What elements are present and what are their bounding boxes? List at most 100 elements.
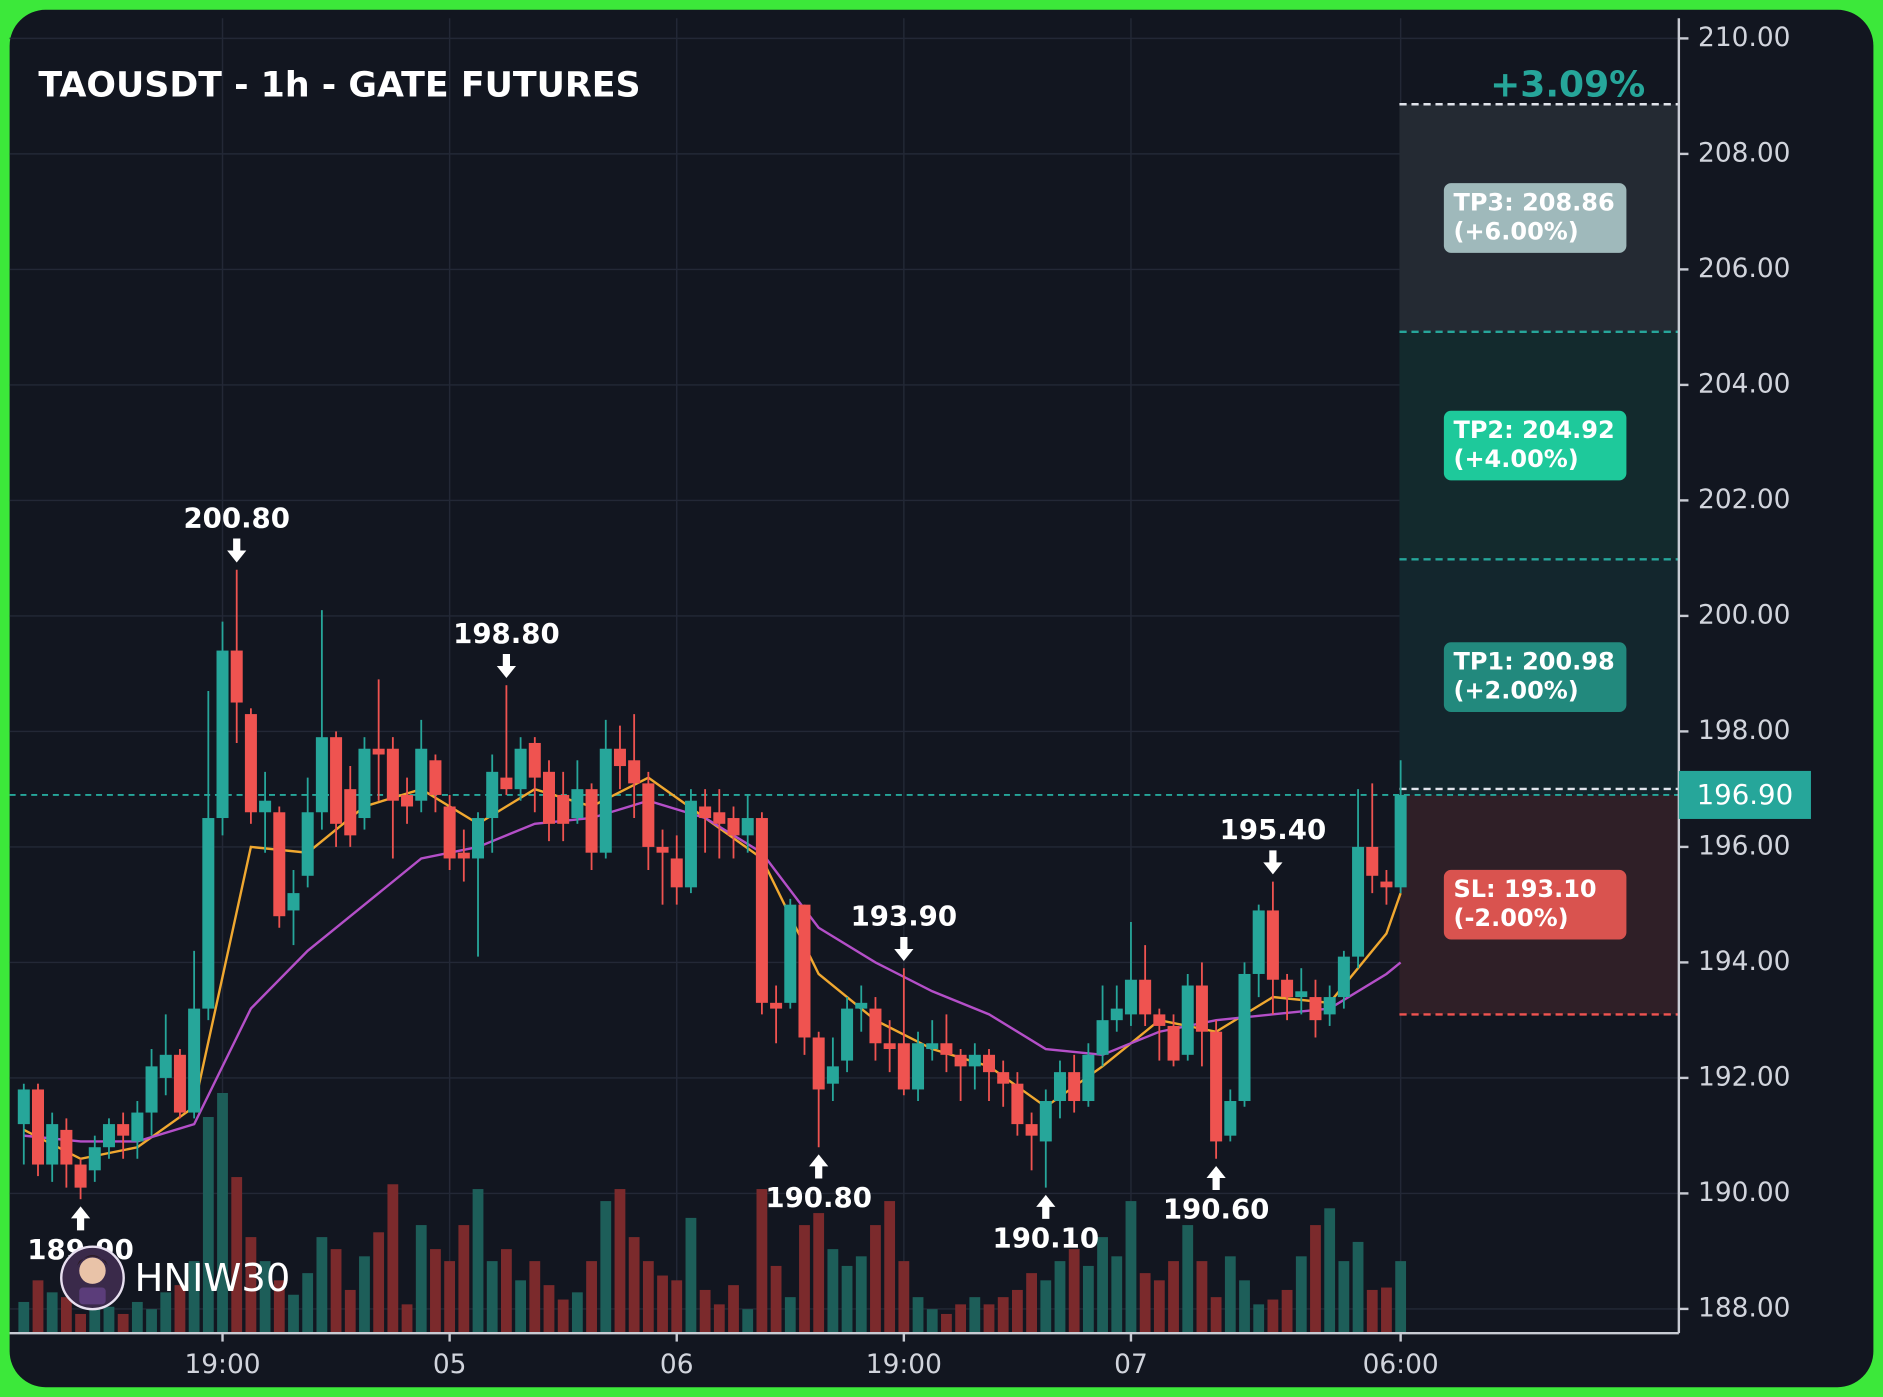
x-tick-label: 06 — [660, 1349, 694, 1380]
stop-label-pct: (-2.00%) — [1453, 904, 1568, 932]
candle-body — [983, 1054, 996, 1073]
volume-bar — [1139, 1273, 1151, 1334]
volume-bar — [1253, 1304, 1265, 1334]
x-tick-label: 19:00 — [184, 1349, 260, 1380]
candle-body — [1380, 881, 1393, 888]
y-tick-label: 200.00 — [1698, 599, 1790, 630]
volume-bar — [117, 1313, 129, 1334]
candle-body — [1110, 1008, 1123, 1021]
candle-body — [486, 771, 499, 819]
candle-body — [145, 1066, 158, 1113]
candle-body — [542, 771, 555, 824]
candle-body — [741, 818, 754, 836]
candle-body — [812, 1037, 825, 1090]
volume-bar — [245, 1237, 257, 1334]
volume-bar — [1082, 1265, 1094, 1334]
volume-bar — [1267, 1299, 1279, 1334]
volume-bar — [146, 1309, 157, 1334]
volume-bar — [46, 1292, 58, 1334]
avatar-face — [79, 1257, 106, 1284]
volume-bar — [188, 1261, 200, 1334]
candle-body — [1352, 846, 1365, 957]
candle-body — [656, 846, 669, 853]
candle-body — [1039, 1101, 1052, 1142]
candle-body — [1309, 997, 1322, 1021]
volume-bar — [131, 1301, 143, 1334]
volume-bar — [486, 1261, 498, 1334]
candle-body — [17, 1089, 30, 1125]
watermark-text: HNIW30 — [135, 1256, 291, 1301]
candle-body — [372, 748, 385, 755]
volume-bar — [898, 1261, 910, 1334]
candle-body — [472, 818, 485, 859]
volume-bar — [458, 1225, 470, 1334]
chart-title: TAOUSDT - 1h - GATE FUTURES — [38, 66, 640, 106]
volume-bar — [231, 1177, 243, 1334]
annotation-label: 198.80 — [453, 617, 560, 650]
volume-bar — [1040, 1280, 1052, 1334]
price-tag-label: 196.90 — [1697, 778, 1794, 811]
candle-body — [1025, 1124, 1038, 1136]
volume-bar — [1381, 1287, 1392, 1334]
volume-bar — [685, 1217, 697, 1334]
volume-bar — [941, 1313, 952, 1334]
annotation-arrow — [496, 653, 517, 679]
candle-body — [401, 794, 414, 807]
candle-body — [1252, 910, 1265, 974]
stop-label-box — [1443, 869, 1627, 940]
candle-body — [699, 806, 712, 819]
annotation-label: 190.80 — [765, 1181, 872, 1214]
candle-body — [826, 1066, 839, 1084]
target-label-pct: (+2.00%) — [1453, 677, 1578, 705]
volume-bar — [1324, 1208, 1336, 1334]
candle-body — [330, 737, 343, 824]
y-tick-label: 196.00 — [1698, 830, 1790, 861]
candle-body — [1337, 956, 1350, 998]
stop-label-text: SL: 193.10 — [1453, 875, 1596, 903]
volume-bar — [1026, 1273, 1037, 1334]
volume-bar — [1310, 1225, 1321, 1334]
volume-bar — [1224, 1256, 1236, 1334]
volume-bar — [1196, 1261, 1208, 1334]
volume-bar — [955, 1304, 967, 1334]
target-label-pct: (+4.00%) — [1453, 445, 1578, 473]
annotation-arrow — [894, 936, 914, 961]
candle-body — [344, 789, 357, 836]
volume-bar — [273, 1280, 285, 1334]
candle-body — [1053, 1072, 1066, 1102]
volume-bar — [870, 1225, 881, 1334]
volume-bar — [1366, 1289, 1378, 1334]
candle-body — [1124, 979, 1137, 1015]
volume-bar — [657, 1275, 668, 1334]
candle-body — [926, 1043, 939, 1050]
annotation-label: 193.90 — [851, 900, 958, 933]
volume-bar — [1239, 1280, 1250, 1334]
candle-body — [1096, 1020, 1109, 1055]
volume-bar — [841, 1265, 853, 1334]
volume-bar — [1295, 1256, 1307, 1334]
candle-body — [628, 760, 641, 784]
candle-body — [869, 1008, 882, 1044]
x-tick-label: 06:00 — [1363, 1349, 1439, 1380]
volume-bar — [344, 1289, 356, 1334]
volume-bar — [18, 1301, 30, 1334]
candle-body — [571, 789, 584, 819]
target-label-box — [1443, 642, 1627, 712]
candle-body — [1195, 985, 1208, 1032]
volume-bar — [1097, 1237, 1108, 1334]
volume-bar — [202, 1117, 214, 1334]
candle-body — [557, 794, 570, 824]
candle-body — [1394, 794, 1407, 888]
y-tick-label: 190.00 — [1698, 1177, 1790, 1208]
y-tick-label: 206.00 — [1698, 253, 1790, 284]
annotation-label: 200.80 — [183, 501, 290, 534]
candle-body — [684, 800, 697, 888]
candle-body — [88, 1147, 101, 1171]
volume-bar — [316, 1237, 328, 1334]
candle-body — [188, 1008, 201, 1113]
candle-body — [855, 1002, 868, 1009]
candle-body — [940, 1043, 953, 1055]
volume-bar — [912, 1297, 924, 1334]
target-label-box — [1443, 183, 1627, 253]
